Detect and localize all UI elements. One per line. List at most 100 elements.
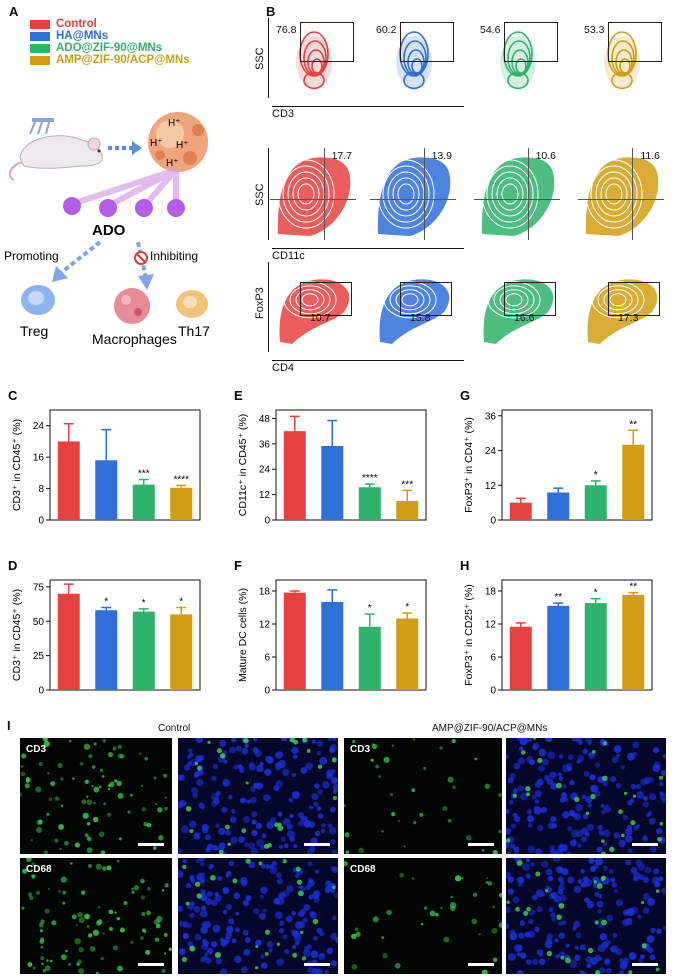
gate-line-v	[424, 148, 425, 240]
scale-bar	[138, 963, 164, 966]
flow-plot: 10.7	[270, 262, 356, 352]
flow-plot: 54.6	[474, 18, 560, 98]
significance-marker: **	[629, 419, 637, 430]
y-axis-label: FoxP3⁺ in CD4⁺ (%)	[463, 417, 475, 513]
bar	[547, 492, 570, 520]
bar	[509, 502, 532, 520]
gate-percentage: 17.7	[331, 150, 352, 162]
panel-label-b: B	[266, 4, 276, 19]
contour-plot	[379, 279, 450, 344]
y-tick-label: 0	[490, 516, 496, 527]
bar	[584, 603, 607, 690]
schematic: H⁺ H⁺ H⁺ H⁺ ADO Promoting Inhibiting Tre…	[4, 112, 210, 347]
y-tick-label: 75	[33, 582, 45, 593]
bar	[132, 484, 155, 520]
bar	[170, 614, 193, 690]
microscopy-image: CD68	[20, 858, 172, 974]
flow-plot: 15.8	[370, 262, 456, 352]
bar	[57, 441, 80, 520]
flow-y-axis-line	[268, 148, 269, 240]
flow-x-axis-label: CD3	[272, 108, 295, 120]
panel-label: E	[234, 388, 243, 403]
th17-cell-icon	[176, 290, 208, 318]
legend-label: HA@MNs	[56, 30, 109, 42]
plot-frame	[49, 579, 201, 691]
contour-plot	[277, 157, 351, 236]
microscopy-image	[506, 858, 666, 974]
plot-frame	[275, 409, 427, 521]
bar	[170, 487, 193, 520]
y-axis-label: Mature DC cells (%)	[237, 588, 249, 682]
scale-bar	[304, 843, 330, 846]
flow-plot: 53.3	[578, 18, 664, 98]
gate-percentage: 13.9	[431, 150, 452, 162]
microscopy-image: CD3	[344, 738, 502, 854]
significance-marker: **	[629, 582, 637, 593]
scale-bar	[632, 963, 658, 966]
panel-label: D	[8, 558, 17, 573]
panel-label-i: I	[7, 718, 11, 733]
y-tick-label: 12	[485, 620, 497, 631]
panel-label: H	[460, 558, 469, 573]
flow-plot: 60.2	[370, 18, 456, 98]
marker-label: CD68	[26, 864, 52, 875]
gate-box	[400, 282, 452, 316]
gate-percentage: 60.2	[376, 24, 397, 36]
flow-plot: 17.3	[578, 262, 664, 352]
plot-frame	[49, 409, 201, 521]
promoting-label: Promoting	[4, 249, 59, 263]
flow-x-axis-line	[272, 248, 464, 249]
imaging-group-control: Control	[158, 723, 191, 734]
contour-plot	[377, 157, 451, 236]
bar	[95, 460, 118, 520]
plot-frame	[501, 579, 653, 691]
panel-label: G	[460, 388, 470, 403]
flow-plot: 16.6	[474, 262, 560, 352]
significance-marker: *	[594, 588, 598, 599]
gate-line-v	[324, 148, 325, 240]
ado-molecule-icon	[99, 199, 117, 217]
bar	[283, 592, 306, 690]
gate-box	[608, 282, 660, 316]
gate-box	[504, 22, 558, 62]
flow-plot: 17.7	[270, 148, 356, 240]
flow-plot: 76.8	[270, 18, 356, 98]
y-tick-label: 12	[485, 481, 497, 492]
microscopy-image: CD68	[344, 858, 502, 974]
marker-label: CD68	[350, 864, 376, 875]
panel-label: F	[234, 558, 242, 573]
y-tick-label: 0	[264, 686, 270, 697]
ado-molecule-icon	[135, 199, 153, 217]
contour-plot	[483, 279, 554, 344]
gate-box	[300, 282, 352, 316]
marker-label: CD3	[26, 744, 47, 755]
y-tick-label: 12	[259, 490, 271, 501]
proton-label: H⁺	[168, 118, 181, 129]
bar	[321, 602, 344, 690]
gate-percentage: 54.6	[480, 24, 501, 36]
y-axis-label: FoxP3⁺ in CD25⁺ (%)	[463, 584, 475, 686]
y-axis-label: CD11c⁺ in CD45⁺ (%)	[237, 414, 249, 517]
scale-bar	[468, 843, 494, 846]
scale-bar	[468, 963, 494, 966]
legend-item: Control	[30, 18, 97, 30]
nanoparticle-icon	[148, 112, 208, 172]
gate-line-h	[370, 198, 456, 200]
bar	[547, 605, 570, 690]
bar	[396, 500, 419, 520]
plot-frame	[275, 579, 427, 691]
scale-bar	[304, 963, 330, 966]
ado-label: ADO	[92, 222, 126, 239]
microscopy-image: CD3	[20, 738, 172, 854]
y-tick-label: 0	[490, 686, 496, 697]
y-tick-label: 24	[33, 421, 45, 432]
proton-label: H⁺	[150, 138, 163, 149]
gate-percentage: 53.3	[584, 24, 605, 36]
y-tick-label: 6	[490, 653, 496, 664]
legend-swatch	[30, 43, 50, 53]
flow-plot: 10.6	[474, 148, 560, 240]
gate-percentage: 17.3	[618, 312, 639, 324]
bar	[509, 626, 532, 690]
y-tick-label: 16	[33, 453, 45, 464]
